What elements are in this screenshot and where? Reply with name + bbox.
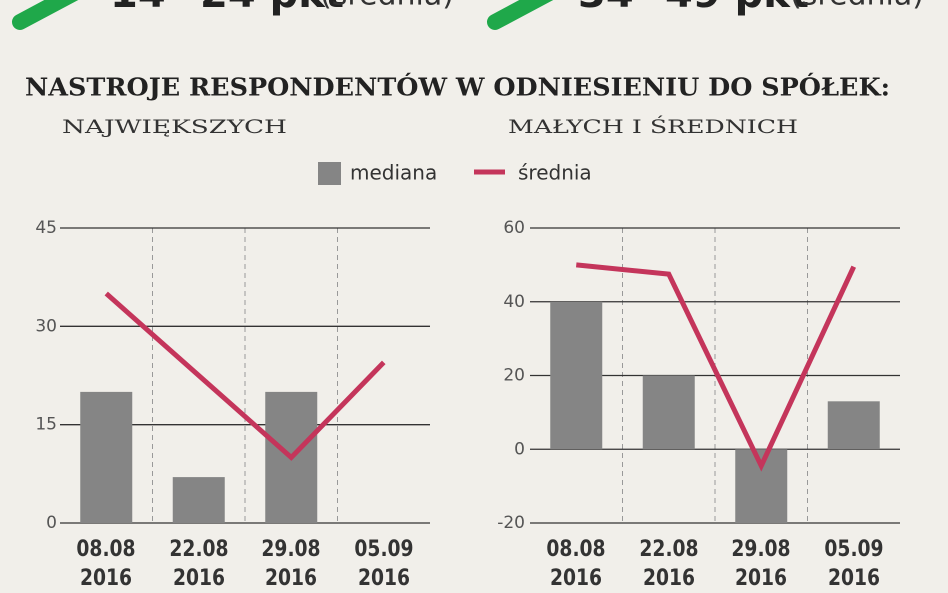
x-tick-label: 08.08 2016 [546, 537, 606, 591]
y-tick-label: 15 [35, 415, 57, 435]
x-tick-label: 22.08 2016 [169, 537, 229, 591]
bar [80, 391, 133, 523]
bar [172, 477, 225, 523]
x-tick-label: 29.08 2016 [731, 537, 791, 591]
x-tick-label: 08.08 2016 [76, 537, 136, 591]
chart-subtitle: NAJWIĘKSZYCH [62, 116, 287, 138]
y-tick-label: -20 [497, 513, 525, 533]
bar [550, 301, 603, 450]
y-tick-label: 20 [503, 366, 525, 386]
legend-label: mediana [350, 161, 437, 185]
line [576, 262, 857, 472]
x-tick-label: 05.09 2016 [824, 537, 884, 591]
y-tick-label: 0 [46, 513, 57, 533]
legend-swatch [318, 162, 341, 185]
headline-from: 14 [110, 0, 166, 17]
line [104, 291, 386, 461]
headline-note: (średnia) [790, 0, 924, 13]
headline-to: 49 pkt [665, 0, 809, 17]
legend-label: średnia [518, 161, 592, 185]
y-tick-label: 30 [35, 316, 57, 336]
x-tick-label: 05.09 2016 [354, 537, 414, 591]
bar [642, 375, 695, 450]
headline-to: 24 pkt [200, 0, 344, 17]
headline-note: (średnia) [320, 0, 454, 13]
y-tick-label: 40 [503, 292, 525, 312]
x-tick-label: 22.08 2016 [639, 537, 699, 591]
x-tick-label: 29.08 2016 [261, 537, 321, 591]
arrow-icon [12, 0, 554, 30]
bar [827, 401, 880, 450]
y-tick-label: 60 [503, 218, 525, 238]
y-tick-label: 45 [35, 218, 57, 238]
headline-from: 34 [578, 0, 634, 17]
chart-subtitle: MAŁYCH I ŚREDNICH [508, 115, 798, 138]
title: NASTROJE RESPONDENTÓW W ODNIESIENIU DO S… [25, 73, 890, 102]
y-tick-label: 0 [514, 439, 525, 459]
